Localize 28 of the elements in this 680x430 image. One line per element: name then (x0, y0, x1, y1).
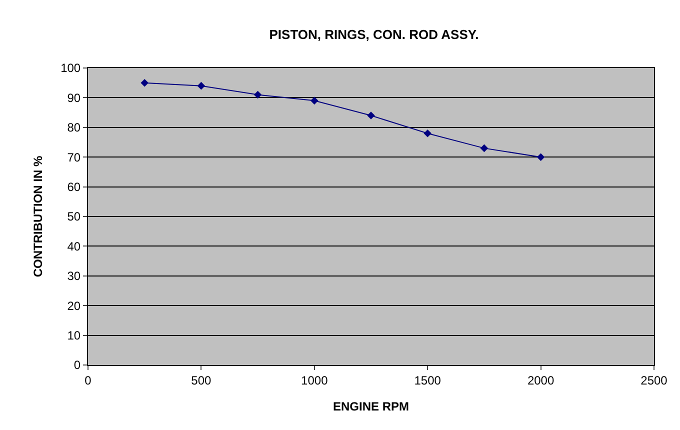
y-tick-label: 10 (67, 328, 81, 342)
point (367, 112, 375, 120)
x-tick-label: 1500 (414, 373, 442, 388)
y-tick-label: 50 (67, 210, 81, 224)
y-tick-label: 30 (67, 269, 81, 284)
y-tick-label: 80 (67, 120, 81, 135)
y-tick-label: 60 (67, 180, 81, 194)
y-tick-label: 100 (60, 61, 81, 76)
y-tick-label: 0 (74, 358, 81, 372)
point (424, 129, 432, 138)
point (310, 96, 318, 105)
x-axis-title: ENGINE RPM (332, 399, 410, 414)
y-axis-title: CONTRIBUTION IN % (30, 156, 45, 278)
x-tick-label: 2500 (640, 373, 668, 388)
point (254, 90, 262, 99)
y-tick-label: 70 (67, 150, 81, 164)
point (197, 82, 206, 90)
x-tick-label: 500 (191, 373, 212, 388)
point (480, 144, 488, 152)
chart-title: PISTON, RINGS, CON. ROD ASSY. (269, 27, 479, 42)
point (140, 78, 148, 87)
y-tick-label: 90 (67, 90, 81, 105)
point (536, 153, 545, 161)
y-tick-label: 20 (67, 298, 81, 313)
x-tick-label: 0 (84, 373, 92, 388)
y-tick-label: 40 (67, 239, 81, 254)
x-tick-label: 1000 (301, 373, 328, 388)
x-tick-label: 2000 (527, 373, 554, 388)
